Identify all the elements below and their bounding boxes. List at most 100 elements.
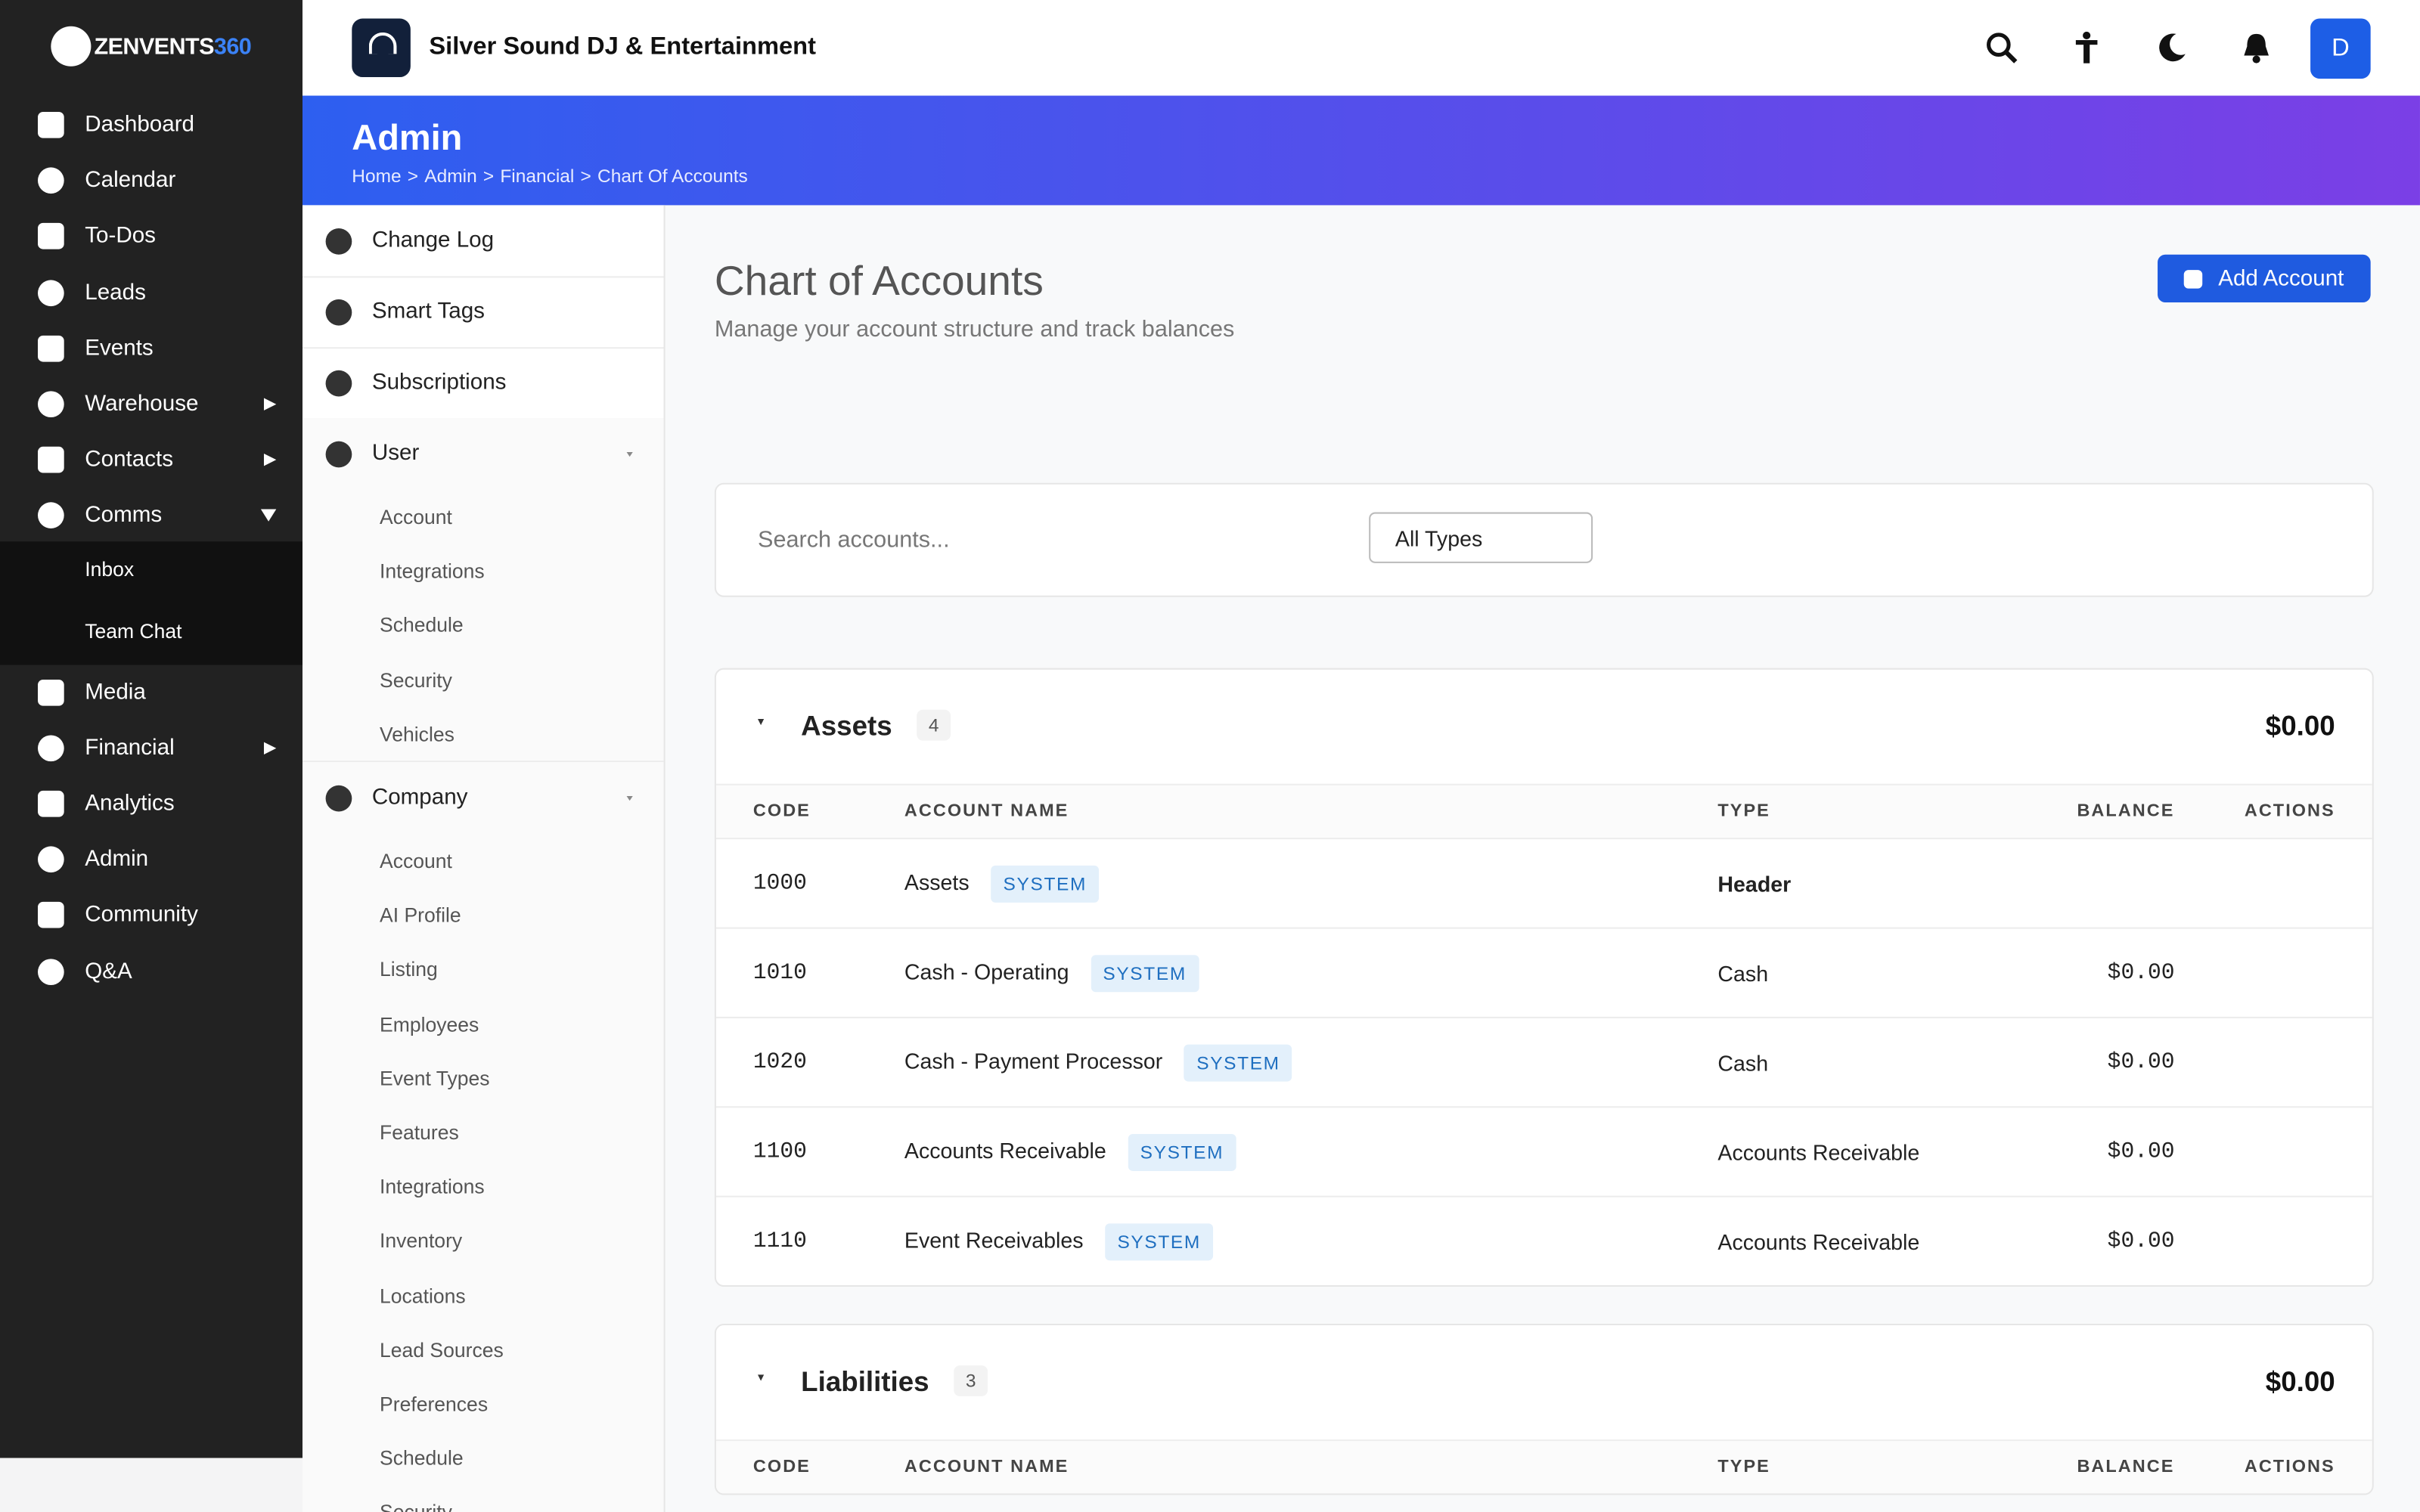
settings-subitem[interactable]: Event Types bbox=[380, 1066, 490, 1090]
settings-item[interactable]: Subscriptions bbox=[302, 347, 664, 420]
expand-caret bbox=[626, 451, 633, 457]
settings-label: Change Log bbox=[371, 228, 495, 253]
nav-item[interactable]: To-Dos bbox=[0, 209, 302, 264]
settings-subitem[interactable]: Locations bbox=[380, 1284, 466, 1307]
group-header: Liabilities 3 $0.00 bbox=[716, 1325, 2372, 1439]
account-row[interactable]: 1110 Event Receivables SYSTEM Accounts Rece… bbox=[715, 1195, 2372, 1285]
group-total: $0.00 bbox=[2265, 1366, 2335, 1397]
settings-subitem[interactable]: Inventory bbox=[380, 1229, 463, 1253]
settings-item[interactable]: Change Log bbox=[302, 205, 664, 278]
account-name: Cash - Operating bbox=[904, 958, 1069, 984]
submenu-arrow bbox=[260, 510, 277, 522]
settings-subitem[interactable]: Employees bbox=[380, 1012, 479, 1036]
settings-label: User bbox=[371, 441, 420, 466]
submenu-arrow bbox=[263, 454, 277, 466]
submenu-item[interactable]: Team Chat bbox=[85, 618, 182, 643]
column-header: CODE ACCOUNT NAME TYPE BALANCE ACTIONS bbox=[715, 1439, 2372, 1494]
nav-item[interactable]: Dashboard bbox=[0, 98, 302, 153]
collapse-toggle[interactable] bbox=[758, 1374, 765, 1381]
collapse-toggle[interactable] bbox=[758, 719, 765, 726]
account-name-cell: Event Receivables SYSTEM bbox=[904, 1222, 1214, 1260]
breadcrumb-item[interactable]: Admin bbox=[424, 165, 477, 187]
nav-item[interactable]: Media bbox=[0, 665, 302, 720]
system-badge: SYSTEM bbox=[1128, 1132, 1236, 1170]
add-account-button[interactable]: Add Account bbox=[2158, 254, 2371, 302]
account-type: Accounts Receivable bbox=[1717, 1228, 1920, 1254]
theme-toggle[interactable] bbox=[2155, 31, 2189, 65]
nav-item[interactable]: Community bbox=[0, 888, 302, 943]
account-row[interactable]: 1000 Assets SYSTEM Header bbox=[715, 838, 2372, 927]
company-name: Silver Sound DJ & Entertainment bbox=[429, 33, 817, 60]
account-type: Header bbox=[1717, 871, 1792, 896]
account-name: Assets bbox=[904, 869, 970, 894]
group-count: 4 bbox=[917, 709, 951, 741]
sidebar-footer bbox=[0, 1458, 302, 1512]
user-avatar[interactable]: D bbox=[2310, 18, 2371, 79]
settings-subitem[interactable]: Integrations bbox=[380, 1175, 485, 1199]
top-bar: Silver Sound DJ & Entertainment D bbox=[302, 0, 2420, 96]
nav-icon bbox=[37, 846, 64, 873]
notifications[interactable] bbox=[2239, 31, 2273, 65]
settings-icon bbox=[325, 228, 352, 255]
settings-subitem[interactable]: Account bbox=[380, 849, 452, 873]
submenu-arrow bbox=[263, 398, 277, 411]
nav-item[interactable]: Calendar bbox=[0, 153, 302, 208]
settings-subitem[interactable]: Vehicles bbox=[380, 722, 455, 746]
settings-item[interactable]: Smart Tags bbox=[302, 276, 664, 349]
nav-label: Financial bbox=[85, 736, 175, 761]
settings-subitem[interactable]: Account bbox=[380, 505, 452, 528]
settings-icon bbox=[325, 441, 352, 468]
group-name: Liabilities bbox=[801, 1366, 929, 1397]
nav-item[interactable]: Contacts bbox=[0, 432, 302, 488]
settings-subitem[interactable]: Listing bbox=[380, 958, 438, 981]
account-code: 1020 bbox=[752, 1049, 807, 1075]
nav-label: To-Dos bbox=[85, 224, 156, 249]
settings-item[interactable]: User bbox=[302, 418, 664, 491]
nav-icon bbox=[37, 503, 64, 529]
type-filter[interactable]: All Types bbox=[1369, 512, 1593, 563]
account-row[interactable]: 1020 Cash - Payment Processor SYSTEM Cash $0… bbox=[715, 1016, 2372, 1106]
accessibility-button[interactable] bbox=[2070, 31, 2104, 65]
nav-label: Comms bbox=[85, 503, 163, 528]
settings-label: Subscriptions bbox=[371, 370, 507, 395]
settings-subitem[interactable]: Schedule bbox=[380, 614, 464, 637]
nav-item[interactable]: Comms bbox=[0, 488, 302, 544]
system-badge: SYSTEM bbox=[1091, 954, 1199, 992]
settings-subitem[interactable]: Security bbox=[380, 668, 452, 692]
account-row[interactable]: 1010 Cash - Operating SYSTEM Cash $0.00 bbox=[715, 927, 2372, 1017]
nav-item[interactable]: Leads bbox=[0, 265, 302, 320]
settings-subitem[interactable]: AI Profile bbox=[380, 903, 461, 927]
settings-subitem[interactable]: Schedule bbox=[380, 1446, 464, 1470]
system-badge: SYSTEM bbox=[1105, 1222, 1214, 1260]
settings-subitem[interactable]: Features bbox=[380, 1120, 459, 1145]
breadcrumb-item[interactable]: Chart Of Accounts bbox=[597, 165, 748, 187]
settings-menu: Change Log Smart Tags Subscriptions User Acc… bbox=[302, 205, 666, 1512]
nav-item[interactable]: Admin bbox=[0, 832, 302, 887]
account-name-cell: Cash - Operating SYSTEM bbox=[904, 954, 1199, 992]
search-input[interactable]: Search accounts... bbox=[758, 526, 950, 553]
account-balance: $0.00 bbox=[2107, 1228, 2175, 1254]
filter-card: Search accounts... All Types bbox=[714, 482, 2374, 597]
account-row[interactable]: 1100 Accounts Receivable SYSTEM Accounts Re… bbox=[715, 1106, 2372, 1195]
settings-icon bbox=[325, 785, 352, 812]
settings-subitem[interactable]: Lead Sources bbox=[380, 1337, 504, 1362]
group-total: $0.00 bbox=[2265, 710, 2335, 742]
search-button[interactable] bbox=[1984, 31, 2018, 65]
nav-item[interactable]: Financial bbox=[0, 720, 302, 776]
nav-item[interactable]: Q&A bbox=[0, 943, 302, 999]
settings-subitem[interactable]: Preferences bbox=[380, 1392, 489, 1416]
submenu-item[interactable]: Inbox bbox=[85, 556, 135, 581]
nav-label: Leads bbox=[85, 280, 146, 305]
breadcrumb-separator: > bbox=[482, 165, 495, 187]
settings-item[interactable]: Company bbox=[302, 762, 664, 835]
breadcrumb-item[interactable]: Home bbox=[352, 165, 402, 187]
breadcrumb-item[interactable]: Financial bbox=[500, 165, 575, 187]
nav-item[interactable]: Events bbox=[0, 321, 302, 376]
column-label: ACTIONS bbox=[2244, 802, 2335, 821]
column-label: ACCOUNT NAME bbox=[904, 802, 1069, 821]
settings-subitem[interactable]: Integrations bbox=[380, 559, 485, 583]
settings-subitem[interactable]: Security bbox=[380, 1501, 452, 1512]
nav-item[interactable]: Analytics bbox=[0, 776, 302, 832]
nav-item[interactable]: Warehouse bbox=[0, 376, 302, 432]
